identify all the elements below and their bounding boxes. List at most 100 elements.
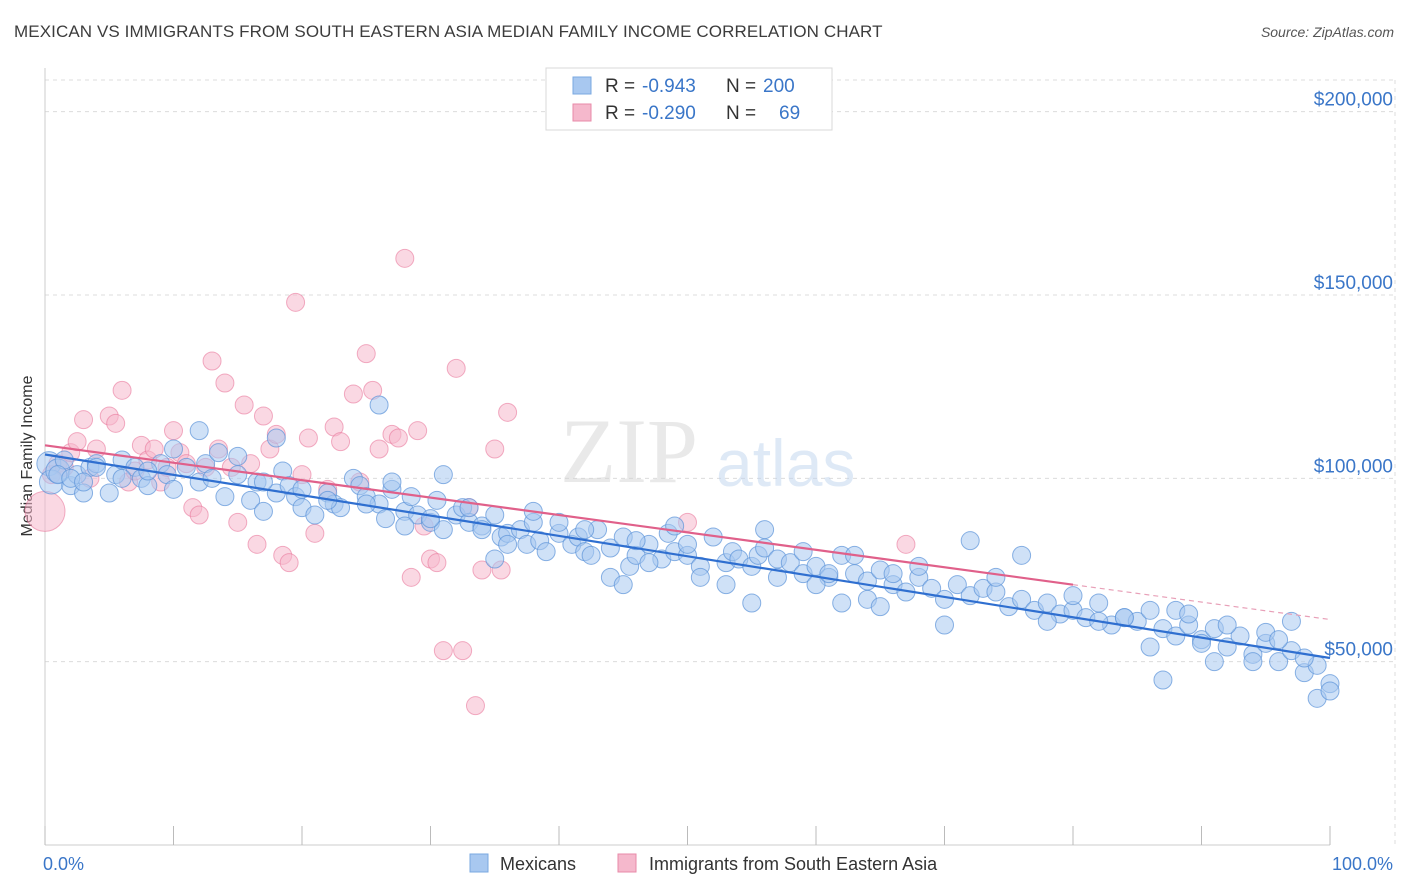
mexican-point (498, 534, 518, 554)
legend-r-label: R = (605, 103, 635, 124)
mexican-point (1294, 648, 1314, 668)
watermark-atlas: atlas (716, 426, 855, 500)
axes (44, 68, 1331, 846)
mexican-point (208, 443, 228, 463)
mexican-point (241, 490, 261, 510)
mexican-point (1012, 545, 1032, 565)
bottom-legend-label-sea: Immigrants from South Eastern Asia (649, 854, 938, 874)
mexican-point (690, 567, 710, 587)
mexican-point (935, 589, 954, 609)
sea-point (247, 534, 267, 554)
sea-point (485, 439, 505, 459)
legend-r-label: R = (605, 76, 635, 97)
legend-swatch-sea (572, 103, 592, 122)
sea-point (433, 641, 453, 661)
mexican-trend-line (44, 453, 1331, 660)
mexican-point (1204, 652, 1224, 672)
sea-point (395, 248, 415, 268)
sea-point (234, 395, 254, 415)
mexican-point (228, 465, 248, 485)
mexican-point (1217, 615, 1237, 635)
y-tick-label: $100,000 (1314, 456, 1393, 477)
bottom-legend-swatch-mexicans (469, 853, 489, 873)
sea-point (228, 512, 248, 532)
trend-lines (44, 444, 1331, 660)
sea-point (472, 560, 492, 580)
mexican-point (581, 545, 601, 565)
mexican-point (1140, 637, 1160, 657)
mexican-point (99, 483, 119, 503)
mexican-point (189, 421, 209, 441)
mexican-point (369, 395, 389, 415)
sea-point (202, 351, 222, 371)
mexican-point (266, 428, 286, 448)
mexican-point (1089, 593, 1109, 613)
mexican-point (626, 531, 646, 551)
sea-point (331, 432, 351, 452)
sea-point (401, 567, 421, 587)
sea-point (465, 696, 485, 716)
sea-point (164, 421, 183, 441)
mexican-point (253, 501, 273, 521)
watermark: ZIP atlas (560, 400, 855, 502)
source-label: Source: ZipAtlas.com (1260, 24, 1394, 40)
sea-point (498, 402, 518, 422)
mexican-point (575, 520, 595, 540)
sea-point (453, 641, 473, 661)
mexican-point (176, 457, 196, 477)
legend-r-value: -0.290 (642, 103, 696, 124)
sea-point (369, 439, 389, 459)
bottom-legend-swatch-sea (617, 853, 637, 873)
sea-point (896, 534, 916, 554)
mexican-point (74, 472, 94, 492)
mexican-point (909, 556, 929, 576)
mexican-point (1320, 681, 1340, 701)
mexican-point (960, 531, 980, 551)
mexican-point (767, 567, 787, 587)
mexican-point (305, 505, 325, 525)
mexican-point (1063, 586, 1083, 606)
mexican-point (253, 472, 273, 492)
mexican-point (433, 465, 453, 485)
mexican-point (832, 593, 852, 613)
top-legend-box (545, 67, 833, 131)
mexican-point (870, 597, 890, 617)
sea-point (356, 344, 376, 364)
mexican-point (1230, 626, 1250, 646)
mexican-point (716, 575, 736, 595)
bottom-legend: Mexicans Immigrants from South Eastern A… (469, 853, 938, 874)
legend-swatch-mexicans (572, 76, 592, 95)
mexican-point (793, 542, 813, 562)
mexican-point (613, 575, 633, 595)
mexican-point (228, 446, 248, 466)
mexican-point (164, 439, 183, 459)
mexican-point (1269, 630, 1289, 650)
mexican-point (549, 512, 569, 532)
legend-n-value: 200 (763, 76, 795, 97)
mexican-point (1281, 611, 1301, 631)
mexican-point (395, 516, 415, 536)
mexican-point (536, 542, 556, 562)
sea-point (112, 380, 132, 400)
mexican-point (202, 468, 222, 488)
mexican-point (883, 564, 903, 584)
x-tick-label: 100.0% (1332, 854, 1393, 874)
legend-r-value: -0.943 (642, 76, 696, 97)
y-tick-label: $200,000 (1314, 90, 1393, 111)
watermark-zip: ZIP (560, 400, 698, 502)
mexican-point (986, 567, 1006, 587)
mexican-point (485, 549, 505, 569)
x-tick-label: 0.0% (43, 854, 84, 874)
sea-point (189, 505, 209, 525)
sea-point (408, 421, 428, 441)
mexican-point (935, 615, 954, 635)
top-legend: R = -0.943 N = 200 R = -0.290 N = 69 (545, 67, 833, 131)
mexican-point (164, 479, 183, 499)
mexican-point (922, 578, 942, 598)
sea-point (427, 553, 447, 573)
mexican-point (1140, 600, 1160, 620)
sea-point (298, 428, 318, 448)
mexican-point (742, 593, 762, 613)
mexican-point (421, 509, 440, 529)
sea-point (215, 373, 235, 393)
